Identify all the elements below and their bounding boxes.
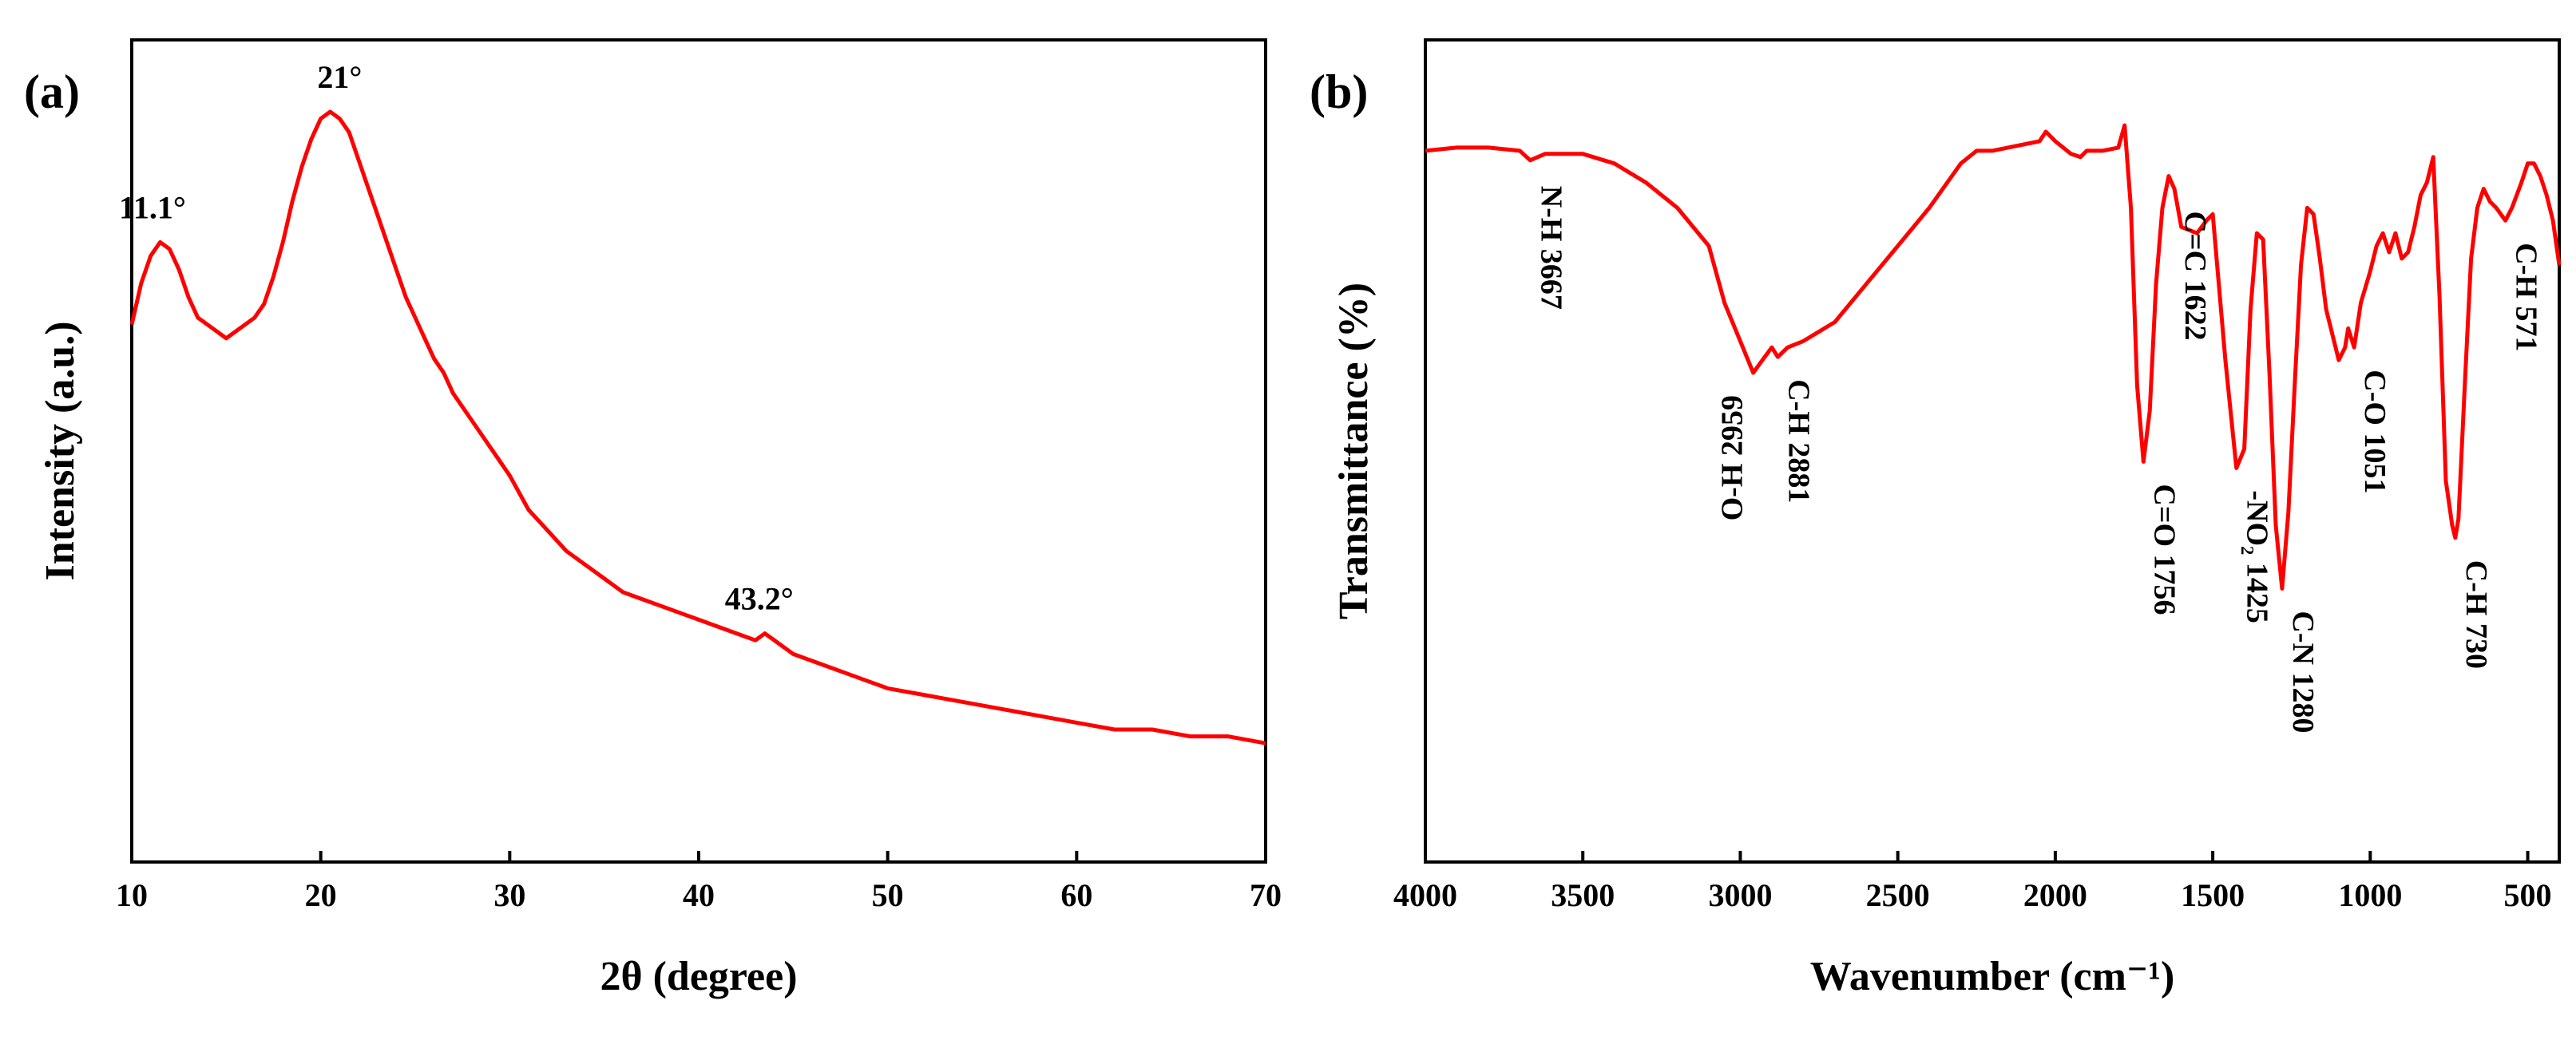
panel-a-annotation-0: 11.1° <box>119 189 186 225</box>
panel-a-annotation-1: 21° <box>317 59 362 95</box>
panel-a-x-tick-label-2: 30 <box>493 877 525 913</box>
panel-a-x-tick-label-0: 10 <box>116 877 148 913</box>
panel-b-annotation-0: N-H 3667 <box>1534 186 1567 310</box>
panel-b-frame <box>1424 38 2561 864</box>
panel-a-y-axis-label: Intensity (a.u.) <box>38 321 83 580</box>
panel-b-annotations: N-H 3667 O-H 2959 C-H 2881 C=O 1756 C=C 1622… <box>1534 186 2542 734</box>
panel-a-x-tick-label-6: 70 <box>1250 877 1282 913</box>
panel-b-annotation-8: C-H 730 <box>2459 560 2493 669</box>
panel-b-x-tick-label-6: 1000 <box>2338 877 2402 913</box>
panel-b: (b) 4000 3500 3000 2500 2000 1500 1000 500 N-H … <box>1310 38 2562 999</box>
panel-a-x-tick-label-1: 20 <box>305 877 337 913</box>
panel-a-x-axis-label: 2θ (degree) <box>600 954 797 999</box>
panel-a: (a) 10 20 30 40 50 60 70 11.1° 21° 43.2° 2θ (deg… <box>24 38 1282 999</box>
panel-b-y-axis-label: Transmittance (%) <box>1331 283 1377 619</box>
panel-b-x-tick-label-0: 4000 <box>1393 877 1457 913</box>
panel-a-x-tick-label-5: 60 <box>1060 877 1092 913</box>
panel-a-x-tick-label-3: 40 <box>683 877 715 913</box>
panel-b-annotation-2: C-H 2881 <box>1781 379 1815 503</box>
panel-b-x-tick-label-7: 500 <box>2504 877 2552 913</box>
panel-a-annotation-2: 43.2° <box>725 581 794 617</box>
panel-b-x-ticks: 4000 3500 3000 2500 2000 1500 1000 500 <box>1393 851 2552 913</box>
panel-a-x-ticks: 10 20 30 40 50 60 70 <box>116 851 1282 913</box>
panel-b-annotation-5: -NO₂ 1425 <box>2241 490 2274 623</box>
panel-b-x-tick-label-4: 2000 <box>2023 877 2087 913</box>
panel-b-annotation-3: C=O 1756 <box>2147 484 2181 615</box>
panel-a-x-tick-label-4: 50 <box>872 877 904 913</box>
panel-a-series-line <box>129 109 1266 745</box>
panel-b-x-tick-label-1: 3500 <box>1551 877 1615 913</box>
panel-b-x-tick-label-3: 2500 <box>1866 877 1930 913</box>
panel-b-annotation-6: C-N 1280 <box>2286 611 2320 733</box>
panel-b-label: (b) <box>1310 65 1368 118</box>
panel-b-annotation-4: C=C 1622 <box>2178 212 2212 341</box>
panel-a-label: (a) <box>24 65 80 118</box>
panel-b-annotation-7: C-O 1051 <box>2358 370 2392 493</box>
panel-b-x-tick-label-5: 1500 <box>2181 877 2245 913</box>
panel-b-x-axis-label: Wavenumber (cm⁻¹) <box>1810 954 2175 999</box>
panel-b-annotation-9: C-H 571 <box>2510 243 2543 351</box>
panel-b-annotation-1: O-H 2959 <box>1716 395 1750 520</box>
panel-b-x-tick-label-2: 3000 <box>1708 877 1772 913</box>
panel-b-series-line <box>1425 123 2562 591</box>
panel-a-annotations: 11.1° 21° 43.2° <box>119 59 794 617</box>
